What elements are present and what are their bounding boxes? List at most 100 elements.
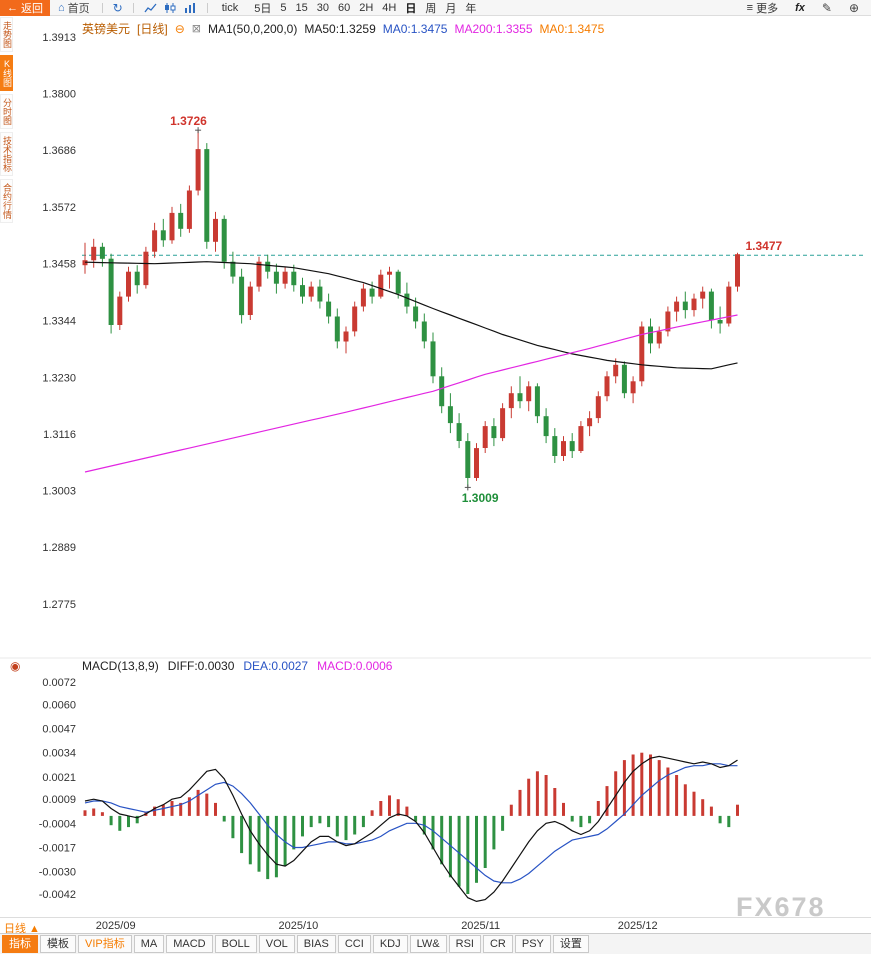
chart-type-group [138,2,203,14]
timeframe-button[interactable]: 5日 [254,2,272,15]
last-price-annotation: 1.3477 [745,239,783,254]
timeframe-button[interactable]: 4H [382,1,397,14]
svg-text:-0.0017: -0.0017 [39,843,76,855]
candlestick-chart-icon[interactable] [164,2,177,14]
svg-text:0.0072: 0.0072 [42,677,76,689]
toolbar-divider [206,2,208,13]
low-price-annotation: 1.3009 [461,491,499,506]
toolbar-divider [132,2,134,13]
macd-legend: MACD(13,8,9) DIFF:0.0030 DEA:0.0027 MACD… [82,659,392,673]
ma50-value: MA50:1.3259 [304,21,376,36]
indicator-tab[interactable]: BIAS [296,935,336,953]
timeframe-button[interactable]: 5 [280,1,287,14]
indicator-tab[interactable]: MA [133,935,165,953]
refresh-icon[interactable]: ↻ [112,0,123,15]
indicator-tab[interactable]: KDJ [372,935,408,953]
svg-text:1.3003: 1.3003 [42,485,76,497]
svg-text:-0.0042: -0.0042 [39,889,76,901]
svg-text:1.2889: 1.2889 [42,542,76,554]
indicator-tab[interactable]: 指标 [2,935,38,953]
high-price-annotation: 1.3726 [170,114,207,129]
back-arrow-icon: ← [7,1,18,14]
draw-pen-icon[interactable]: ✎ [821,0,832,15]
indicator-tab[interactable]: VIP指标 [78,935,132,953]
svg-text:-0.0004: -0.0004 [39,818,76,830]
svg-text:1.3344: 1.3344 [42,316,76,328]
timeframe-button[interactable]: 日 [405,2,417,15]
timeframe-button[interactable]: 60 [337,1,351,14]
more-button[interactable]: ≡ 更多 [747,0,778,16]
svg-text:1.3572: 1.3572 [42,202,76,214]
side-tab[interactable]: 合约行情 [0,179,13,223]
svg-text:0.0021: 0.0021 [42,772,76,784]
x-axis-label: 2025/09 [95,920,136,932]
side-tab[interactable]: 技术指标 [0,132,13,176]
home-icon: ⌂ [58,1,65,14]
back-label: 返回 [21,2,43,15]
toolbar-right-group: ≡ 更多 fx ✎ ⊕ [747,0,871,16]
fx678-watermark: FX678 [736,892,826,922]
timeframe-button[interactable]: 15 [295,1,308,14]
ma-settings-icon[interactable]: ⊠ [191,23,201,35]
svg-text:0.0047: 0.0047 [42,723,76,735]
indicator-tab[interactable]: LW& [409,935,447,953]
indicator-tab[interactable]: CCI [337,935,371,953]
ma-group-label: MA1(50,0,200,0) [207,21,298,36]
side-tab[interactable]: 分时图 [0,94,13,129]
svg-text:1.3686: 1.3686 [42,145,76,157]
indicator-tab[interactable]: CR [482,935,513,953]
timeframe-button[interactable]: 年 [465,2,477,15]
volume-bars-icon[interactable] [184,2,197,14]
svg-text:1.3230: 1.3230 [42,372,76,384]
svg-text:1.3458: 1.3458 [42,259,76,271]
side-tab[interactable]: 走势图 [0,17,13,52]
timeframe-group: 5日 5 15 30 60 2H 4H 日周月年 [248,0,482,16]
hamburger-icon: ≡ [746,1,754,14]
timeframe-button[interactable]: 周 [425,2,437,15]
tick-timeframe-button[interactable]: tick [221,1,239,14]
x-axis-label: 2025/12 [617,920,658,932]
ma200-value: MA200:1.3355 [454,21,533,36]
svg-text:1.3913: 1.3913 [42,32,76,44]
diff-value: DIFF:0.0030 [167,659,235,673]
indicator-tab[interactable]: 设置 [552,935,589,953]
indicator-target-icon[interactable]: ◉ [10,659,21,673]
line-chart-icon[interactable] [144,2,157,14]
timeframe-button[interactable]: 2H [359,1,374,14]
indicator-tab[interactable]: 模板 [40,935,76,953]
x-axis-label: 2025/10 [278,920,319,932]
symbol-name: 英镑美元 [82,22,131,36]
svg-text:1.3116: 1.3116 [43,429,76,441]
timeframe-button[interactable]: 30 [316,1,329,14]
indicator-tab[interactable]: BOLL [214,935,257,953]
ma0-value-blue: MA0:1.3475 [382,21,448,36]
left-tab-strip: 走势图 K线图分时图技术指标合约行情 [0,17,13,223]
chart-canvas[interactable]: 1.3913 1.3800 1.3686 1.3572 1.3458 1.3344 1.32… [0,16,871,917]
macd-value: MACD:0.0006 [317,659,393,673]
period-selector-label[interactable]: 日线 ▲ [4,923,40,935]
toolbar-divider [101,2,103,13]
x-axis-row: 日线 ▲ 2025/09 2025/10 2025/11 2025/12 [0,917,871,935]
more-label: 更多 [756,2,779,15]
home-button[interactable]: ⌂ 首页 [50,0,98,16]
indicator-tab[interactable]: RSI [448,935,481,953]
main-chart-legend: 英镑美元 [日线] ⊖ ⊠ MA1(50,0,200,0) MA50:1.325… [82,20,604,37]
svg-text:0.0034: 0.0034 [42,748,76,760]
ma0-value-orange: MA0:1.3475 [539,21,605,36]
svg-text:0.0009: 0.0009 [42,794,76,806]
zoom-in-icon[interactable]: ⊕ [848,0,859,15]
svg-text:-0.0030: -0.0030 [39,867,76,879]
indicator-tab[interactable]: VOL [258,935,295,953]
side-tab[interactable]: K线图 [0,55,13,91]
svg-text:0.0060: 0.0060 [42,699,76,711]
fx-indicator-button[interactable]: fx [795,1,805,14]
dea-value: DEA:0.0027 [243,659,309,673]
indicator-tab[interactable]: MACD [166,935,213,953]
svg-text:1.2775: 1.2775 [42,599,76,611]
collapse-pane-icon[interactable]: ⊖ [174,21,185,36]
home-label: 首页 [67,2,90,15]
back-button[interactable]: ← 返回 [0,0,50,16]
indicator-tab[interactable]: PSY [514,935,551,953]
timeframe-button[interactable]: 月 [445,2,457,15]
